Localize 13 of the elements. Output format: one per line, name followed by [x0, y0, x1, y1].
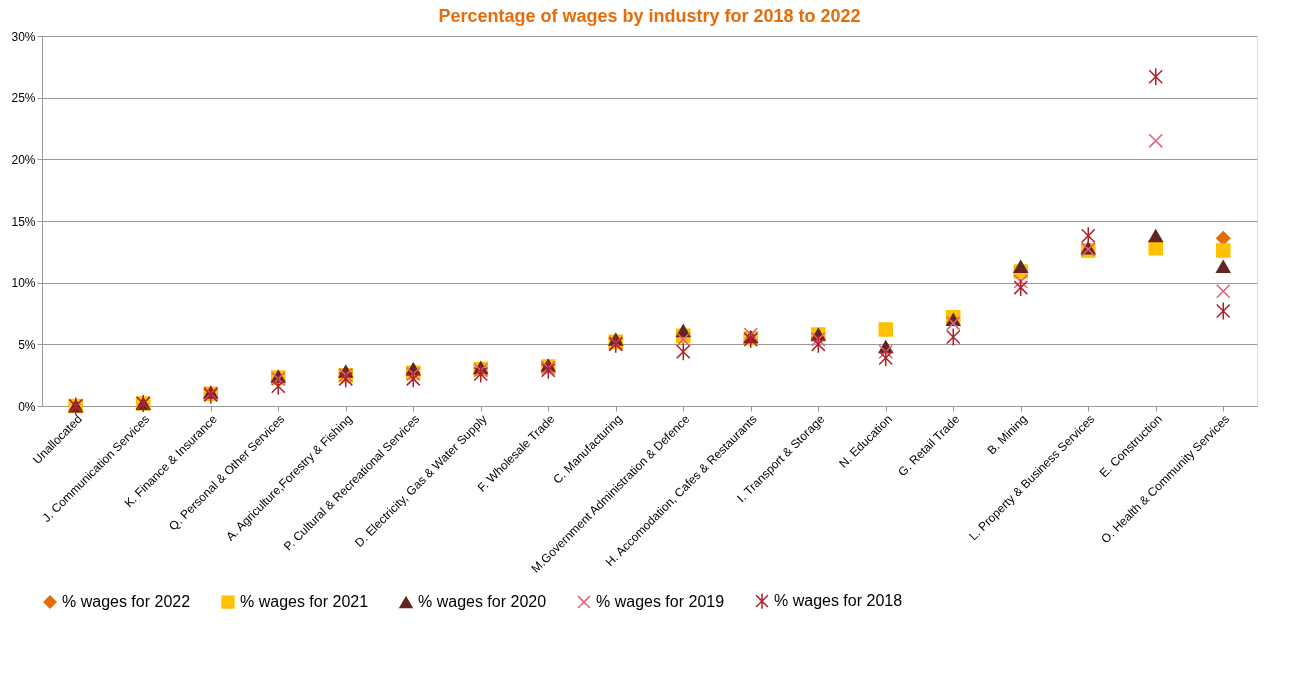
y-tick-label: 5%: [18, 337, 36, 352]
chart-title: Percentage of wages by industry for 2018 to 2022: [438, 6, 861, 26]
y-tick-label: 30%: [11, 29, 36, 44]
y-tick-label: 0%: [18, 399, 36, 414]
legend-label: % wages for 2020: [418, 593, 547, 611]
y-tick-label: 10%: [11, 276, 36, 291]
legend-label: % wages for 2018: [774, 592, 903, 610]
legend-label: % wages for 2022: [62, 593, 191, 611]
legend-label: % wages for 2021: [240, 593, 369, 611]
legend-label: % wages for 2019: [596, 593, 725, 611]
y-tick-label: 25%: [11, 91, 36, 106]
y-tick-label: 20%: [11, 152, 36, 167]
y-tick-label: 15%: [11, 214, 36, 229]
